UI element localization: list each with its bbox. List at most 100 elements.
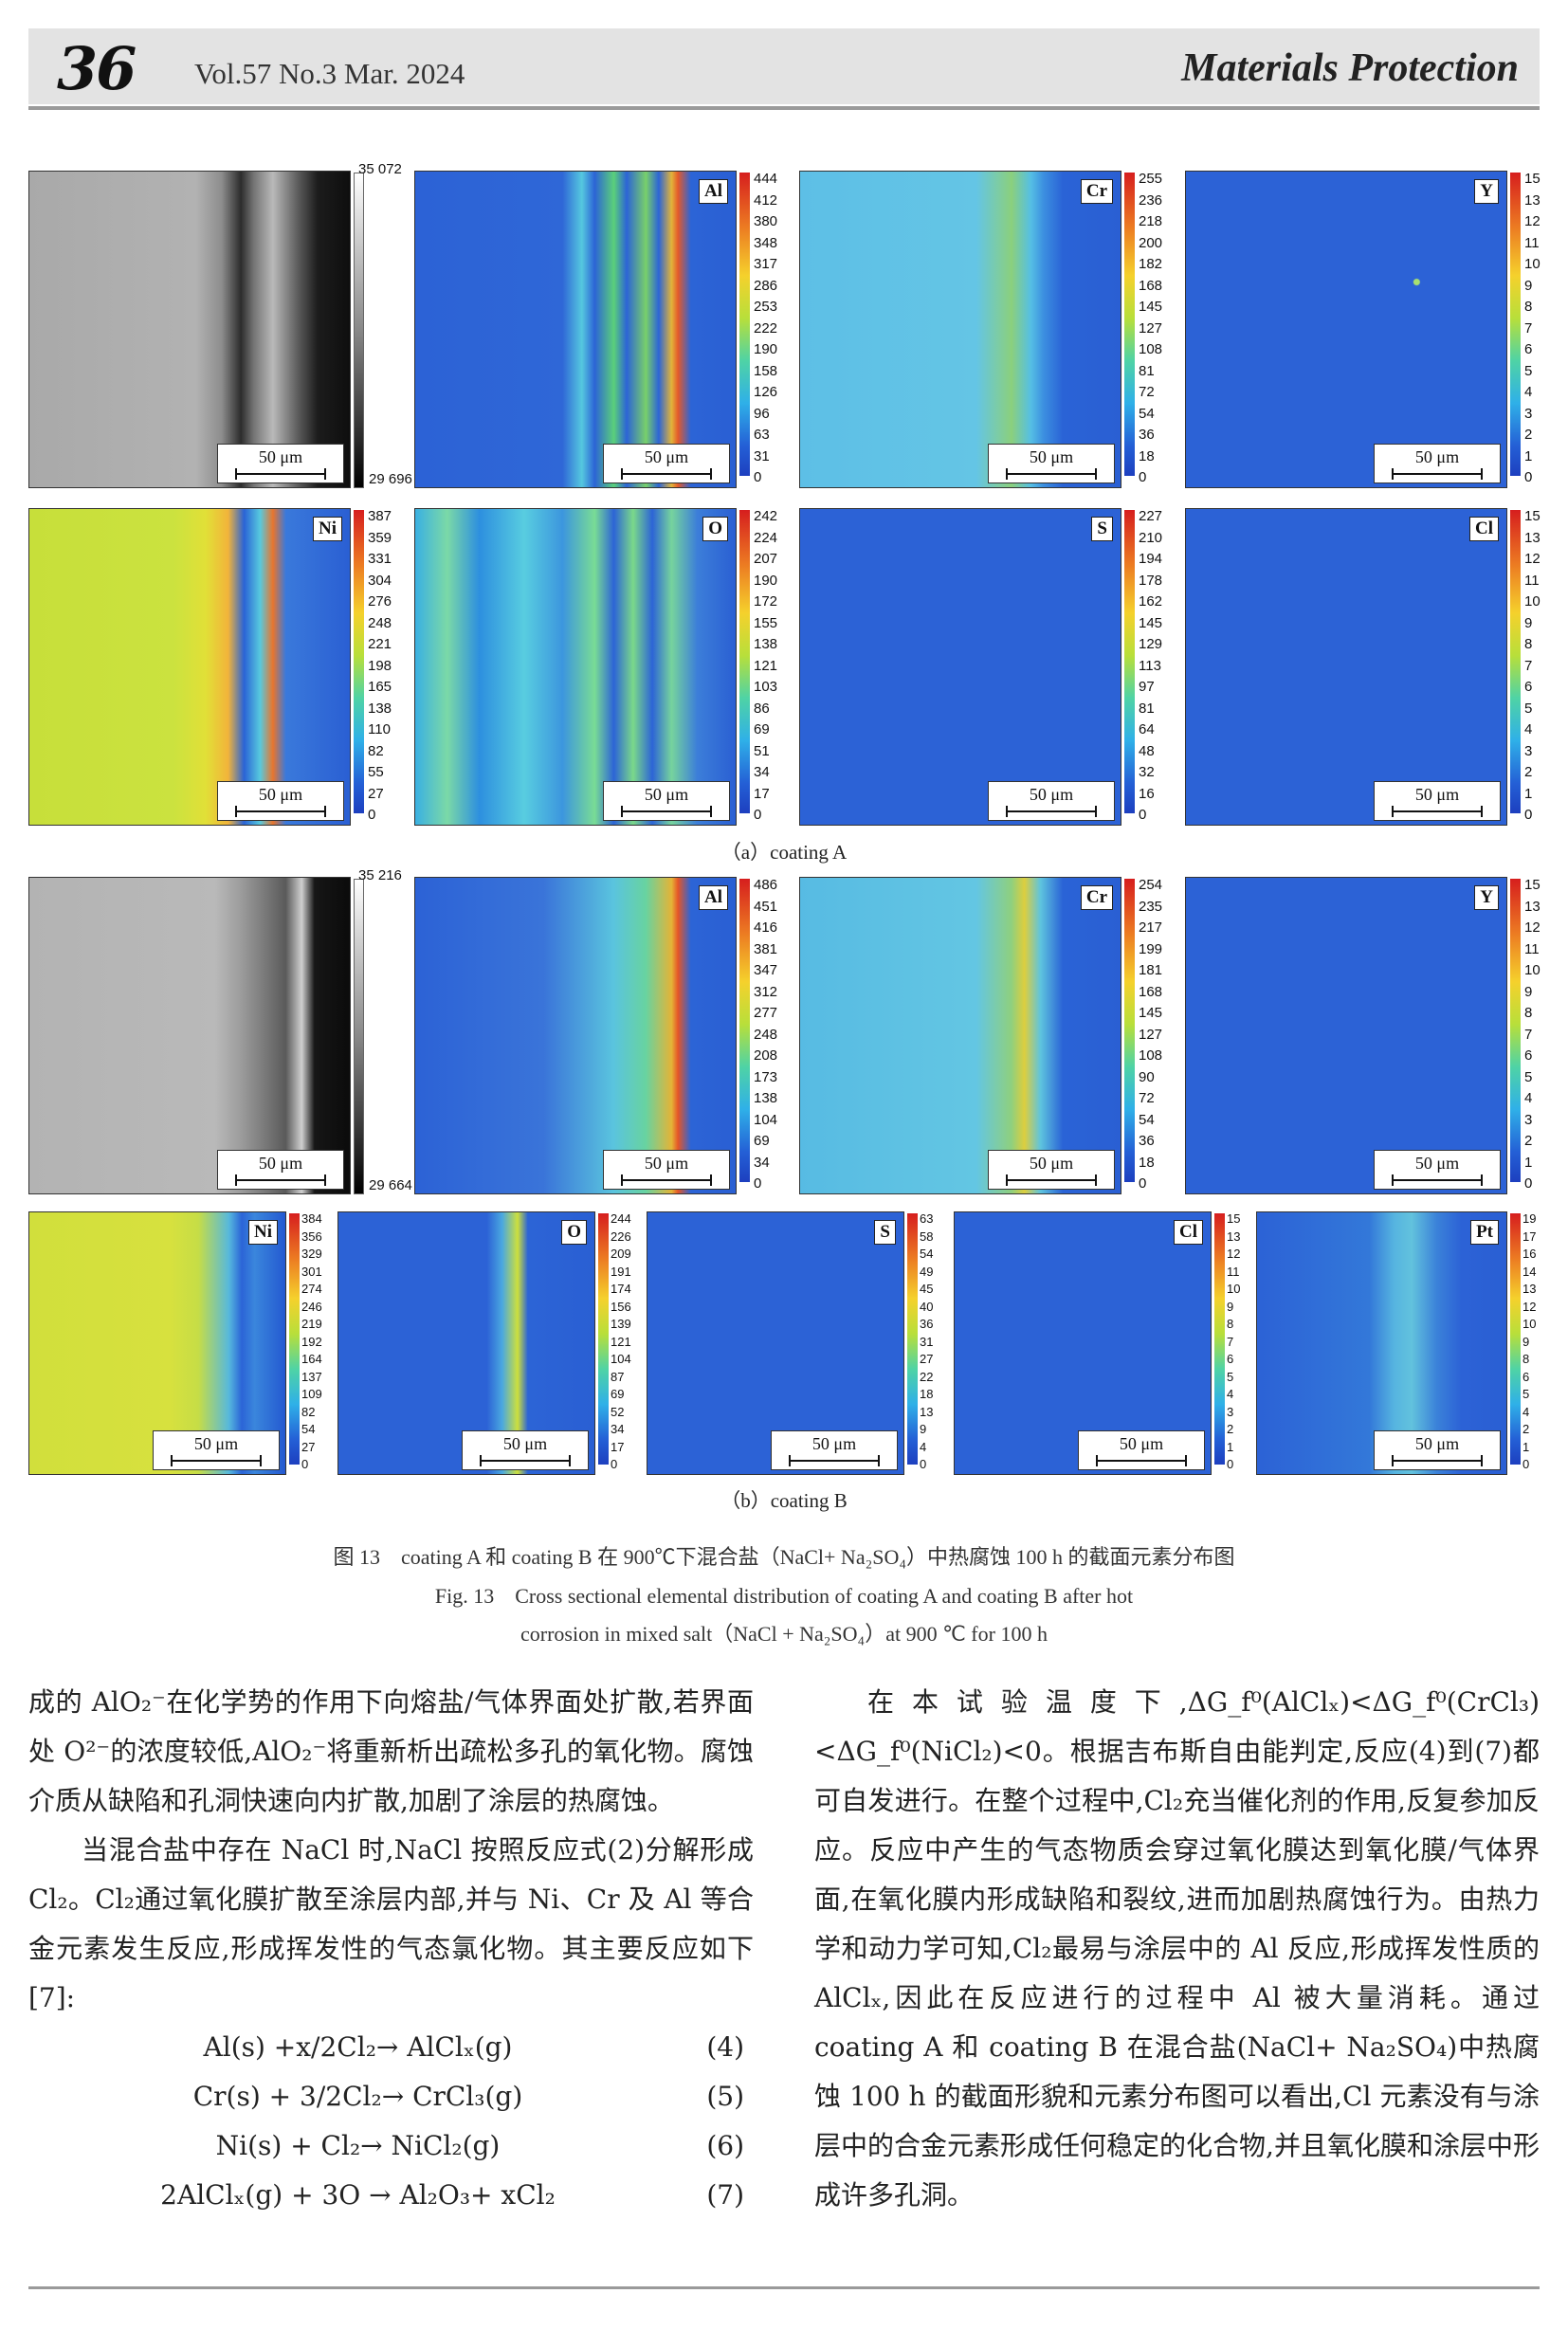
colorbar-a-al: [739, 173, 750, 476]
colorbar-b-o: [598, 1213, 609, 1465]
grayscale-min-b: 29 664: [369, 1177, 412, 1193]
colorbar-b-y: [1510, 879, 1521, 1182]
scale-bar: 50 μm: [217, 781, 344, 821]
element-tag: S: [874, 1220, 896, 1245]
scale-bar: 50 μm: [217, 444, 344, 483]
page-number: 36: [57, 34, 137, 103]
scale-bar: 50 μm: [603, 444, 730, 483]
element-tag: Cl: [1174, 1220, 1203, 1245]
colorbar-b-cl: [1214, 1213, 1225, 1465]
element-tag: Cl: [1469, 517, 1499, 541]
colorbar-b-cr: [1124, 879, 1135, 1182]
scale-bar: 50 μm: [462, 1430, 589, 1470]
element-tag: Cr: [1080, 885, 1113, 910]
map-b-s: S 50 μm: [647, 1211, 904, 1475]
grayscale-min-a: 29 696: [369, 471, 412, 487]
colorbar-a-o: [739, 510, 750, 813]
grayscale-legend-b: [354, 879, 364, 1194]
left-column: 成的 AlO₂⁻在化学势的作用下向熔盐/气体界面处扩散,若界面处 O²⁻的浓度较…: [28, 1678, 754, 2220]
map-b-y: Y 50 μm: [1185, 877, 1507, 1194]
ticks-a-ni: 387 359 331 304 276 248 221 198 165 138 110 82 55 27 0: [368, 508, 392, 823]
map-b-al: Al 50 μm: [414, 877, 737, 1194]
scale-bar: 50 μm: [603, 1150, 730, 1190]
element-tag: O: [561, 1220, 587, 1245]
subfigure-caption-b: （b）coating B: [720, 1489, 848, 1512]
scale-bar: 50 μm: [1374, 444, 1501, 483]
element-tag: Al: [699, 179, 728, 204]
scale-bar: 50 μm: [771, 1430, 898, 1470]
map-b-pt: Pt 50 μm: [1256, 1211, 1507, 1475]
equation: 2AlClₓ(g) + 3O → Al₂O₃+ xCl₂ (7): [160, 2179, 744, 2211]
element-tag: Y: [1474, 885, 1499, 910]
paragraph: 在本试验温度下,ΔG_f⁰(AlClₓ)<ΔG_f⁰(CrCl₃)<ΔG_f⁰(…: [814, 1686, 1540, 2211]
paragraph: 当混合盐中存在 NaCl 时,NaCl 按照反应式(2)分解形成 Cl₂。Cl₂…: [28, 1834, 754, 2013]
ticks-a-s: 227 210 194 178 162 145 129 113 97 81 64 48 32 16 0: [1139, 508, 1163, 823]
subfigure-caption-a: （a）coating A: [720, 841, 848, 864]
ticks-b-s: 63 58 54 49 45 40 36 31 27 22 18 13 9 4 0: [920, 1211, 934, 1471]
colorbar-a-s: [1124, 510, 1135, 813]
figure-caption-cn: 图 13 coating A 和 coating B 在 900℃下混合盐（Na…: [333, 1545, 1235, 1569]
map-b-ni: Ni 50 μm: [28, 1211, 286, 1475]
colorbar-b-ni: [289, 1213, 300, 1465]
ticks-a-al: 444 412 380 348 317 286 253 222 190 158 126 96 63 31 0: [754, 171, 778, 485]
map-a-o: O 50 μm: [414, 508, 737, 826]
colorbar-b-al: [739, 879, 750, 1182]
map-a-s: S 50 μm: [799, 508, 1121, 826]
element-tag: S: [1091, 517, 1113, 541]
paragraph: 成的 AlO₂⁻在化学势的作用下向熔盐/气体界面处扩散,若界面处 O²⁻的浓度较…: [28, 1686, 754, 1816]
ticks-b-ni: 384 356 329 301 274 246 219 192 164 137 109 82 54 27 0: [301, 1211, 322, 1471]
figure-caption-en-line2: corrosion in mixed salt（NaCl + Na₂SO₄）at…: [520, 1622, 1048, 1646]
equation: Cr(s) + 3/2Cl₂→ CrCl₃(g) (5): [192, 2081, 744, 2112]
grayscale-max-b: 35 216: [358, 867, 402, 883]
element-tag: Cr: [1080, 179, 1113, 204]
scale-bar: 50 μm: [153, 1430, 280, 1470]
scale-bar: 50 μm: [1374, 1150, 1501, 1190]
volume-info: Vol.57 No.3 Mar. 2024: [194, 57, 465, 90]
scale-bar: 50 μm: [988, 1150, 1115, 1190]
scale-bar: 50 μm: [1374, 1430, 1501, 1470]
figure-caption-en-line1: Fig. 13 Cross sectional elemental distri…: [434, 1584, 1134, 1608]
map-b-cr: Cr 50 μm: [799, 877, 1121, 1194]
ticks-b-o: 244 226 209 191 174 156 139 121 104 87 69 52 34 17 0: [611, 1211, 631, 1471]
running-header-bar: [28, 28, 1540, 104]
colorbar-a-cr: [1124, 173, 1135, 476]
colorbar-a-ni: [354, 510, 364, 813]
ticks-a-y: 15 13 12 11 10 9 8 7 6 5 4 3 2 1 0: [1524, 171, 1541, 485]
colorbar-b-s: [907, 1213, 918, 1465]
map-b-o: O 50 μm: [337, 1211, 595, 1475]
element-tag: Ni: [248, 1220, 278, 1245]
equation: Ni(s) + Cl₂→ NiCl₂(g) (6): [215, 2130, 744, 2161]
right-column: 在本试验温度下,ΔG_f⁰(AlClₓ)<ΔG_f⁰(CrCl₃)<ΔG_f⁰(…: [814, 1678, 1540, 2220]
ticks-a-cl: 15 13 12 11 10 9 8 7 6 5 4 3 2 1 0: [1524, 508, 1541, 823]
map-a-ni: Ni 50 μm: [28, 508, 351, 826]
scale-bar: 50 μm: [217, 1150, 344, 1190]
grayscale-legend-a: [354, 173, 364, 488]
ticks-a-cr: 255 236 218 200 182 168 145 127 108 81 72 54 36 18 0: [1139, 171, 1163, 485]
map-a-cr: Cr 50 μm: [799, 171, 1121, 488]
map-a-y: Y 50 μm: [1185, 171, 1507, 488]
grayscale-max-a: 35 072: [358, 161, 402, 177]
sem-image-b: 50 μm: [28, 877, 351, 1194]
element-tag: Pt: [1470, 1220, 1499, 1245]
map-b-cl: Cl 50 μm: [954, 1211, 1212, 1475]
element-tag: O: [702, 517, 728, 541]
element-tag: Ni: [313, 517, 342, 541]
element-tag: Y: [1474, 179, 1499, 204]
equation: Al(s) +x/2Cl₂→ AlClₓ(g) (4): [203, 2031, 744, 2063]
colorbar-a-cl: [1510, 510, 1521, 813]
ticks-b-al: 486 451 416 381 347 312 277 248 208 173 138 104 69 34…: [754, 877, 778, 1192]
journal-name: Materials Protection: [1181, 46, 1519, 90]
colorbar-b-pt: [1510, 1213, 1521, 1465]
scale-bar: 50 μm: [988, 781, 1115, 821]
scale-bar: 50 μm: [1078, 1430, 1205, 1470]
sem-image-a: 50 μm: [28, 171, 351, 488]
element-tag: Al: [699, 885, 728, 910]
map-a-al: Al 50 μm: [414, 171, 737, 488]
ticks-a-o: 242 224 207 190 172 155 138 121 103 86 69 51 34 17 0: [754, 508, 778, 823]
ticks-b-cr: 254 235 217 199 181 168 145 127 108 90 72 54 36 18 0: [1139, 877, 1163, 1192]
footer-rule: [28, 2286, 1540, 2289]
ticks-b-y: 15 13 12 11 10 9 8 7 6 5 4 3 2 1 0: [1524, 877, 1541, 1192]
ticks-b-pt: 19 17 16 14 13 12 10 9 8 6 5 4 2 1 0: [1522, 1211, 1537, 1471]
map-a-cl: Cl 50 μm: [1185, 508, 1507, 826]
ticks-b-cl: 15 13 12 11 10 9 8 7 6 5 4 3 2 1 0: [1227, 1211, 1241, 1471]
